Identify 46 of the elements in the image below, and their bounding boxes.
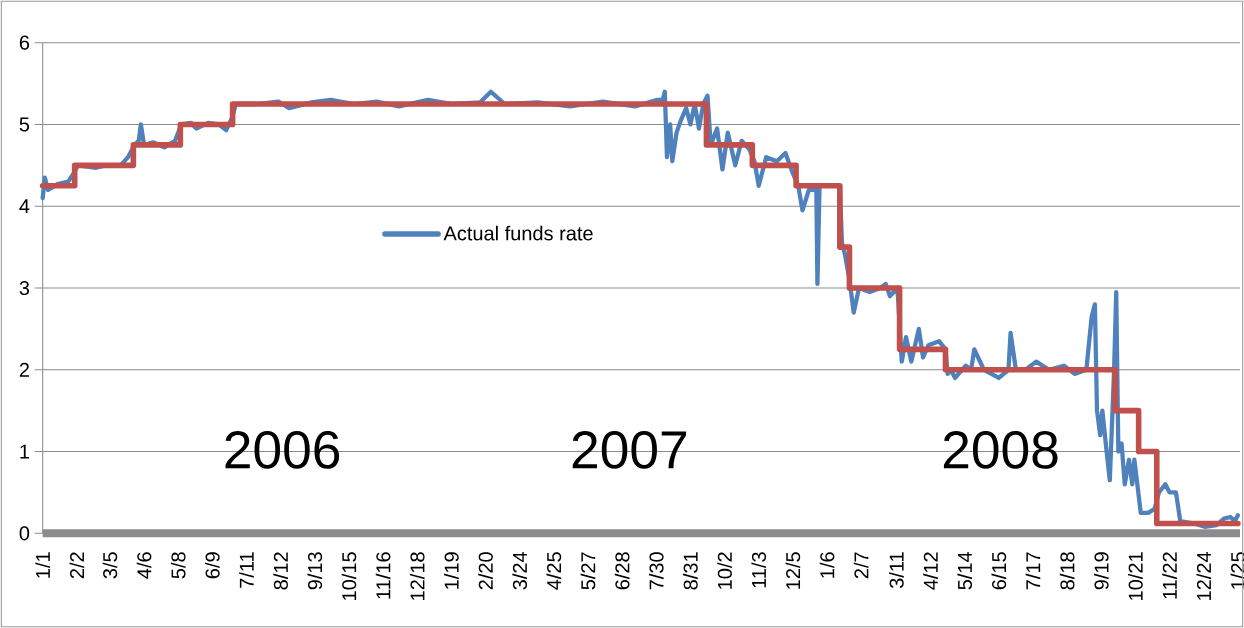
x-tick-label: 5/8 bbox=[170, 552, 186, 579]
x-tick-label: 2/20 bbox=[478, 552, 493, 590]
x-tick-label: 6/28 bbox=[614, 552, 630, 590]
x-tick-label: 11/22 bbox=[1162, 552, 1177, 599]
x-tick-label: 1/6 bbox=[819, 552, 835, 578]
x-tick-label: 8/12 bbox=[273, 552, 288, 590]
x-tick-label: 7/17 bbox=[1025, 552, 1041, 590]
y-tick-label: 4 bbox=[19, 199, 30, 214]
x-tick-label: 5/27 bbox=[580, 552, 596, 590]
x-tick-label: 10/21 bbox=[1128, 552, 1143, 600]
x-tick-label: 6/9 bbox=[205, 552, 220, 579]
x-tick-label: 4/12 bbox=[923, 552, 938, 590]
x-tick-label: 2/7 bbox=[853, 552, 869, 579]
annotation: 2007 bbox=[572, 431, 686, 469]
x-tick-label: 7/30 bbox=[648, 552, 664, 590]
x-tick-label: 5/14 bbox=[957, 551, 973, 590]
x-tick-label: 1/1 bbox=[35, 552, 51, 578]
x-tick-label: 3/24 bbox=[512, 551, 528, 590]
y-tick-label: 1 bbox=[20, 444, 29, 459]
x-tick-label: 6/15 bbox=[991, 552, 1007, 590]
x-tick-label: 10/15 bbox=[341, 552, 357, 600]
x-tick-label: 9/19 bbox=[1093, 552, 1109, 590]
x-tick-label: 12/18 bbox=[409, 552, 425, 600]
annotation: 2006 bbox=[225, 431, 340, 469]
x-tick-label: 11/3 bbox=[751, 552, 767, 588]
x-tick-label: 8/18 bbox=[1059, 552, 1075, 590]
y-tick-label: 5 bbox=[19, 117, 30, 132]
x-tick-label: 4/6 bbox=[136, 552, 152, 579]
x-tick-label: 8/31 bbox=[683, 552, 698, 590]
x-tick-label: 3/5 bbox=[102, 552, 118, 579]
annotation: 2008 bbox=[943, 431, 1058, 469]
x-tick-label: 7/11 bbox=[239, 552, 254, 588]
y-tick-label: 2 bbox=[19, 362, 29, 377]
x-tick-label: 2/2 bbox=[69, 552, 85, 579]
legend-label: Actual funds rate bbox=[443, 225, 593, 241]
y-tick-label: 6 bbox=[19, 35, 30, 50]
x-tick-label: 4/25 bbox=[546, 552, 562, 590]
x-tick-label: 11/16 bbox=[375, 552, 391, 599]
x-tick-label: 9/13 bbox=[307, 552, 323, 590]
x-tick-label: 12/24 bbox=[1196, 551, 1212, 600]
x-tick-label: 12/5 bbox=[785, 552, 801, 589]
y-tick-label: 0 bbox=[19, 526, 30, 541]
y-tick-label: 3 bbox=[19, 280, 30, 296]
x-tick-label: 10/2 bbox=[717, 552, 732, 589]
x-tick-label: 1/19 bbox=[444, 552, 459, 589]
x-tick-label: 3/11 bbox=[889, 552, 904, 589]
